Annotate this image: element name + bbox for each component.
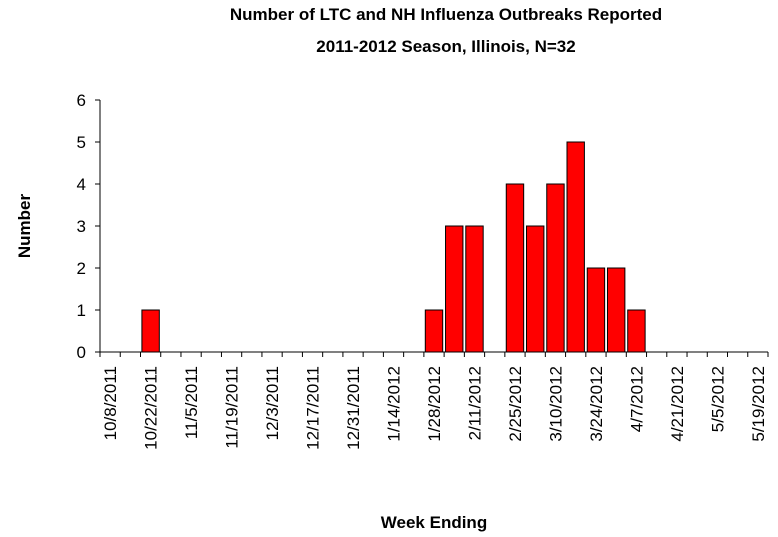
- x-tick-label: 10/8/2011: [101, 366, 120, 440]
- x-tick-label: 11/19/2011: [223, 366, 242, 449]
- x-tick-label: 11/5/2011: [182, 366, 201, 439]
- x-tick-label: 2/25/2012: [506, 366, 525, 442]
- y-axis-label: Number: [15, 194, 34, 259]
- bar: [566, 141, 585, 353]
- bar: [424, 309, 444, 353]
- y-tick-label: 3: [77, 217, 86, 236]
- x-tick-label: 4/7/2012: [627, 366, 646, 432]
- bar: [526, 225, 545, 353]
- y-tick-label: 1: [77, 301, 86, 320]
- chart-subtitle: 2011-2012 Season, Illinois, N=32: [316, 37, 575, 56]
- x-tick-label: 3/10/2012: [546, 366, 565, 442]
- x-tick-label: 12/17/2011: [304, 366, 323, 450]
- y-tick-label: 5: [77, 133, 86, 152]
- bar: [606, 267, 626, 353]
- x-tick-label: 1/28/2012: [425, 366, 444, 442]
- x-tick-label: 5/5/2012: [708, 366, 727, 432]
- y-tick-label: 0: [77, 343, 86, 362]
- x-axis-label: Week Ending: [381, 513, 487, 532]
- x-tick-label: 12/3/2011: [263, 366, 282, 440]
- bar: [445, 225, 464, 353]
- bar: [586, 267, 606, 353]
- y-tick-label: 2: [77, 259, 86, 278]
- bar: [546, 183, 565, 353]
- bar: [141, 309, 160, 353]
- x-tick-label: 12/31/2011: [344, 366, 363, 450]
- y-tick-label: 6: [77, 91, 86, 110]
- x-tick-label: 4/21/2012: [668, 366, 687, 442]
- x-tick-label: 10/22/2011: [142, 366, 161, 450]
- bar: [465, 225, 484, 353]
- x-tick-label: 2/11/2012: [465, 366, 484, 440]
- x-tick-label: 3/24/2012: [587, 366, 606, 442]
- chart-title: Number of LTC and NH Influenza Outbreaks…: [230, 5, 662, 24]
- bar: [627, 309, 646, 353]
- x-tick-label: 5/19/2012: [749, 366, 768, 442]
- bar: [505, 183, 525, 353]
- x-tick-label: 1/14/2012: [385, 366, 404, 442]
- y-tick-label: 4: [77, 175, 86, 194]
